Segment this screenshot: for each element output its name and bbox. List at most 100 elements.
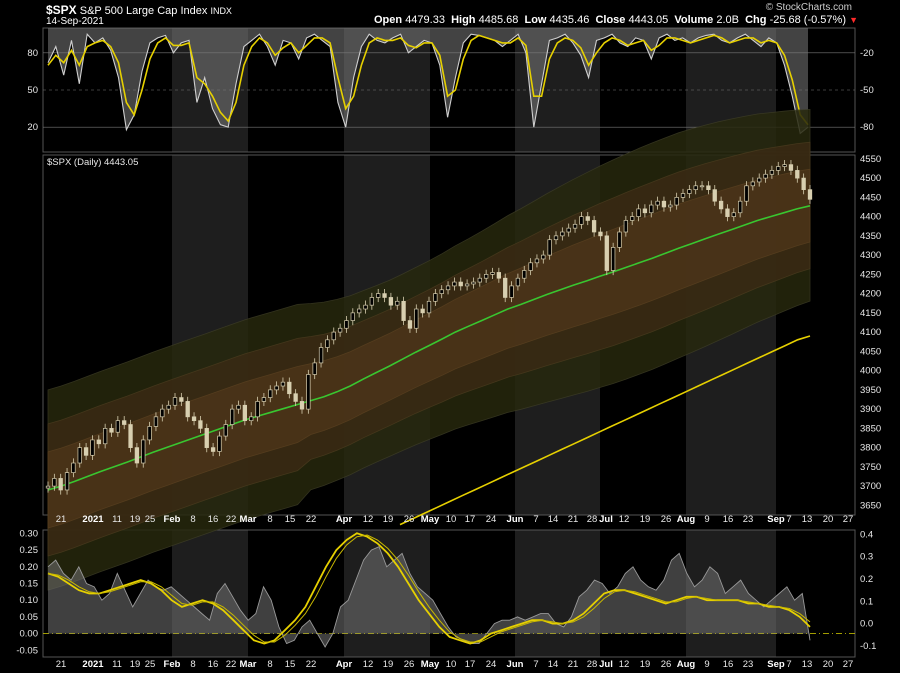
candle-body bbox=[782, 164, 787, 167]
candle-body bbox=[420, 308, 425, 314]
candle-body bbox=[617, 231, 622, 248]
candle-body bbox=[217, 435, 222, 452]
candle-body bbox=[579, 216, 584, 225]
x-axis-label: 16 bbox=[723, 659, 734, 670]
low-value: 4435.46 bbox=[549, 14, 590, 26]
candle-body bbox=[45, 485, 51, 489]
candle-body bbox=[90, 439, 95, 456]
candle-body bbox=[458, 281, 463, 287]
candle-body bbox=[223, 424, 228, 437]
candle-body bbox=[623, 220, 628, 233]
x-axis-label: 19 bbox=[130, 514, 141, 525]
candle-body bbox=[445, 285, 451, 291]
candle-body bbox=[668, 204, 673, 208]
candle-body bbox=[395, 300, 400, 306]
candle-body bbox=[680, 193, 686, 198]
close-value: 4443.05 bbox=[628, 14, 669, 26]
sma50-line bbox=[47, 205, 811, 491]
x-axis-label: 19 bbox=[383, 659, 394, 670]
x-axis-label: 12 bbox=[619, 514, 630, 525]
x-axis-label: Jun bbox=[507, 514, 524, 525]
x-axis-label: 12 bbox=[363, 659, 374, 670]
volume-value: 2.0B bbox=[716, 14, 739, 26]
x-axis-label: 9 bbox=[704, 659, 709, 670]
candle-body bbox=[541, 254, 546, 260]
candle-body bbox=[642, 208, 648, 214]
sma200-line bbox=[399, 335, 811, 526]
x-axis-label: 21 bbox=[568, 514, 579, 525]
candle-body bbox=[757, 177, 762, 183]
x-axis-label: 2021 bbox=[82, 659, 104, 670]
close-label: Close bbox=[595, 14, 626, 26]
candle-body bbox=[71, 462, 76, 473]
right-mom-tick: 0.3 bbox=[860, 552, 873, 563]
candle-body bbox=[172, 397, 178, 406]
right-mom-tick: -0.1 bbox=[860, 641, 876, 652]
x-axis-label: 25 bbox=[145, 659, 156, 670]
high-label: High bbox=[451, 14, 476, 26]
candle-body bbox=[547, 239, 552, 256]
candle-body bbox=[649, 204, 654, 214]
left-tick-label: 50 bbox=[27, 85, 38, 96]
candle-body bbox=[572, 223, 578, 229]
x-axis-label: 20 bbox=[823, 514, 834, 525]
price-tick-label: 4250 bbox=[860, 269, 881, 280]
x-axis-label: Sep bbox=[767, 659, 785, 670]
x-axis-label: 16 bbox=[723, 514, 734, 525]
candle-body bbox=[407, 320, 413, 329]
candle-body bbox=[141, 439, 146, 464]
candle-body bbox=[325, 339, 330, 348]
price-tick-label: 4150 bbox=[860, 308, 881, 319]
left-mom-tick: 0.10 bbox=[20, 595, 39, 606]
candle-body bbox=[122, 420, 127, 425]
candle-body bbox=[636, 208, 641, 217]
candle-body bbox=[553, 235, 559, 241]
down-triangle-icon: ▼ bbox=[849, 15, 858, 25]
period-shade-2-0 bbox=[172, 530, 248, 657]
candle-body bbox=[153, 416, 159, 427]
candle-body bbox=[261, 397, 267, 402]
chart-header: $SPX S&P 500 Large Cap Index INDX bbox=[46, 3, 232, 17]
candle-body bbox=[699, 185, 705, 188]
candle-body bbox=[788, 164, 794, 171]
x-axis-label: Feb bbox=[164, 659, 181, 670]
x-axis-label: Mar bbox=[240, 514, 257, 525]
osc-line bbox=[47, 32, 809, 135]
candle-body bbox=[687, 189, 692, 194]
x-axis-label: Jul bbox=[599, 659, 613, 670]
candle-body bbox=[274, 385, 279, 391]
envelope-band-2 bbox=[47, 168, 811, 529]
x-axis-label: 12 bbox=[363, 514, 374, 525]
price-tick-label: 3950 bbox=[860, 385, 881, 396]
candle-body bbox=[725, 208, 730, 217]
price-tick-label: 4200 bbox=[860, 289, 881, 300]
x-axis-label: 26 bbox=[404, 659, 415, 670]
osc-area-fill bbox=[48, 28, 808, 134]
x-axis-label: 13 bbox=[802, 514, 813, 525]
x-axis-label: 28 bbox=[587, 659, 598, 670]
mom-signal-line bbox=[47, 532, 811, 645]
open-label: Open bbox=[374, 14, 403, 26]
x-axis-label: 27 bbox=[843, 659, 854, 670]
x-axis-label: Jul bbox=[599, 514, 613, 525]
candle-body bbox=[477, 277, 482, 283]
price-tick-label: 4000 bbox=[860, 366, 881, 377]
candle-body bbox=[293, 393, 298, 402]
candle-body bbox=[801, 177, 806, 191]
candle-body bbox=[147, 426, 152, 441]
candle-body bbox=[604, 235, 609, 271]
candle-body bbox=[750, 181, 755, 187]
watermark: © StockCharts.com bbox=[765, 2, 852, 13]
candle-body bbox=[344, 320, 349, 329]
candle-body bbox=[464, 283, 470, 287]
price-tick-label: 4350 bbox=[860, 231, 881, 242]
right-tick-label: -80 bbox=[860, 122, 874, 133]
x-axis-label: 13 bbox=[802, 659, 813, 670]
x-axis-label: 24 bbox=[486, 659, 497, 670]
candle-body bbox=[191, 416, 197, 422]
left-mom-tick: 0.20 bbox=[20, 562, 39, 573]
candle-body bbox=[433, 293, 438, 302]
candle-body bbox=[471, 281, 476, 285]
candle-body bbox=[795, 170, 800, 179]
